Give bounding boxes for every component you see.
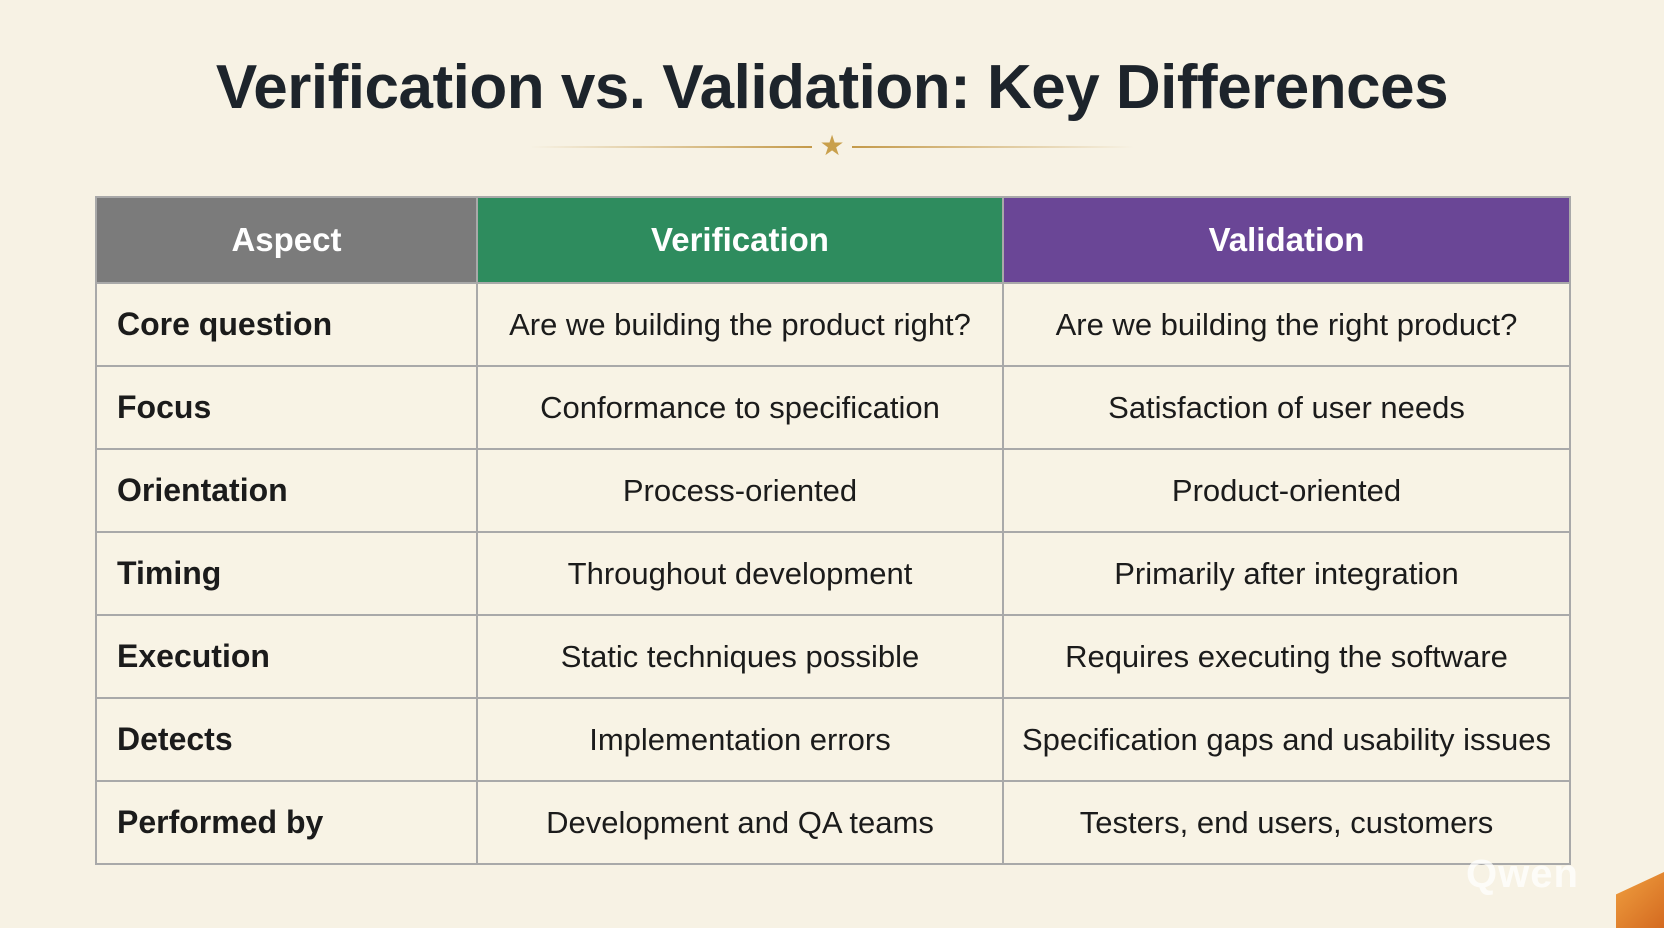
star-icon: ★ [819,130,845,161]
row-aspect-cell: Timing [95,531,478,616]
header-verification: Verification [476,196,1004,284]
row-aspect-cell: Detects [95,697,478,782]
validation-cell: Satisfaction of user needs [1002,365,1571,450]
validation-cell: Are we building the right product? [1002,282,1571,367]
table-row: Performed by Development and QA teams Te… [95,780,1571,865]
verification-cell: Development and QA teams [476,780,1004,865]
comparison-table: Aspect Verification Validation Core ques… [95,196,1571,865]
verification-cell: Conformance to specification [476,365,1004,450]
watermark-logo: Qwen [1466,852,1579,896]
verification-cell: Throughout development [476,531,1004,616]
header-validation: Validation [1002,196,1571,284]
row-aspect-cell: Execution [95,614,478,699]
table-row: Focus Conformance to specification Satis… [95,365,1571,450]
divider-line-left [530,146,812,148]
header-aspect: Aspect [95,196,478,284]
table-row: Orientation Process-oriented Product-ori… [95,448,1571,533]
table-row: Timing Throughout development Primarily … [95,531,1571,616]
divider-line-right [852,146,1134,148]
validation-cell: Product-oriented [1002,448,1571,533]
verification-cell: Static techniques possible [476,614,1004,699]
validation-cell: Specification gaps and usability issues [1002,697,1571,782]
row-aspect-cell: Performed by [95,780,478,865]
row-aspect-cell: Core question [95,282,478,367]
row-aspect-cell: Orientation [95,448,478,533]
validation-cell: Requires executing the software [1002,614,1571,699]
row-aspect-cell: Focus [95,365,478,450]
page-title: Verification vs. Validation: Key Differe… [215,53,1449,122]
verification-cell: Are we building the product right? [476,282,1004,367]
table-row: Detects Implementation errors Specificat… [95,697,1571,782]
table-row: Execution Static techniques possible Req… [95,614,1571,699]
table-row: Core question Are we building the produc… [95,282,1571,367]
validation-cell: Testers, end users, customers [1002,780,1571,865]
verification-cell: Implementation errors [476,697,1004,782]
corner-decoration [1616,872,1664,928]
validation-cell: Primarily after integration [1002,531,1571,616]
verification-cell: Process-oriented [476,448,1004,533]
title-divider: ★ [530,130,1134,162]
table-header-row: Aspect Verification Validation [95,196,1571,284]
